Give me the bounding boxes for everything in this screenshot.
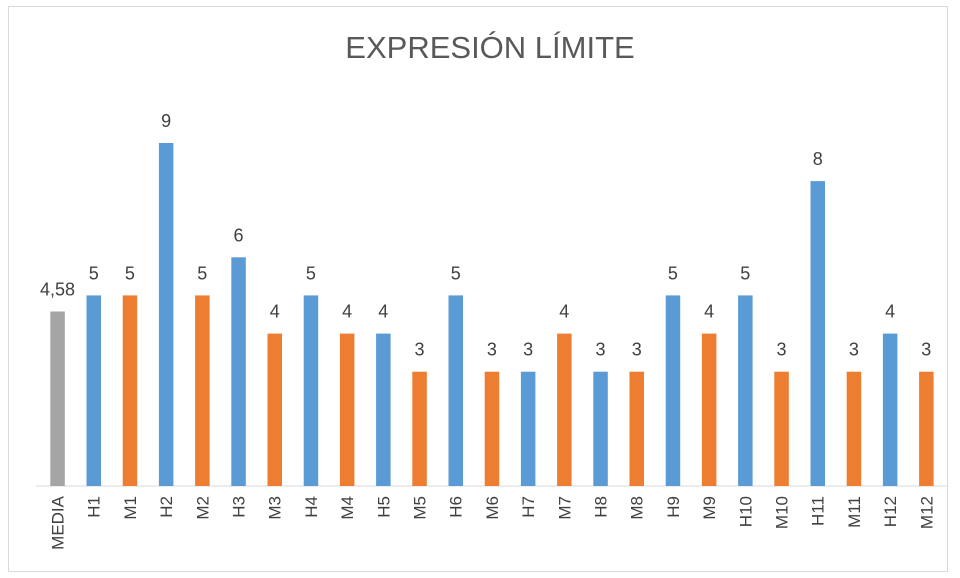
x-tick-label-m11: M11 <box>845 496 864 528</box>
data-label-h7: 3 <box>523 340 533 360</box>
bar-h9 <box>665 295 681 486</box>
bar-h2 <box>158 143 174 486</box>
x-tick-label-m4: M4 <box>338 496 357 520</box>
x-tick-label-m6: M6 <box>483 496 502 520</box>
data-label-m12: 3 <box>921 340 931 360</box>
bar-h5 <box>376 333 391 486</box>
bar-m9 <box>701 333 717 486</box>
x-tick-label-m7: M7 <box>555 496 574 520</box>
bar-m1 <box>122 295 138 486</box>
data-label-h6: 5 <box>451 263 461 283</box>
x-tick-label-m8: M8 <box>628 496 647 520</box>
data-label-h8: 3 <box>595 340 605 360</box>
x-tick-label-h8: H8 <box>592 496 611 518</box>
x-tick-label-m9: M9 <box>700 496 719 520</box>
data-label-m6: 3 <box>487 340 497 360</box>
data-label-h11: 8 <box>813 149 823 169</box>
data-label-m4: 4 <box>342 302 352 322</box>
bar-h12 <box>882 333 898 486</box>
x-tick-label-m2: M2 <box>193 496 212 520</box>
x-tick-label-h12: H12 <box>881 496 900 527</box>
data-label-media: 4,58 <box>40 280 75 300</box>
x-tick-label-h9: H9 <box>664 496 683 518</box>
x-tick-label-media: MEDIA <box>49 495 68 550</box>
data-label-m3: 4 <box>270 302 280 322</box>
x-tick-label-m1: M1 <box>121 496 140 520</box>
data-label-m8: 3 <box>632 340 642 360</box>
bars-group <box>50 143 934 486</box>
data-label-h3: 6 <box>233 225 243 245</box>
data-label-m1: 5 <box>125 263 135 283</box>
bar-m6 <box>484 371 500 486</box>
x-tick-label-m3: M3 <box>266 496 285 520</box>
chart-title: EXPRESIÓN LÍMITE <box>345 30 635 65</box>
bar-m5 <box>412 371 427 486</box>
x-tick-label-h1: H1 <box>85 496 104 518</box>
data-label-h5: 4 <box>378 302 388 322</box>
x-tick-label-m5: M5 <box>411 496 430 520</box>
bar-m8 <box>629 371 644 486</box>
x-tick-label-h10: H10 <box>736 496 755 527</box>
bar-h6 <box>448 295 463 486</box>
x-tick-label-m10: M10 <box>773 496 792 529</box>
bar-h10 <box>738 295 753 486</box>
bar-h1 <box>86 295 101 486</box>
data-label-m2: 5 <box>197 263 207 283</box>
data-label-m11: 3 <box>849 340 859 360</box>
x-tick-label-m12: M12 <box>917 496 936 529</box>
bar-m3 <box>267 333 282 486</box>
bar-h3 <box>231 257 246 486</box>
x-tick-label-h7: H7 <box>519 496 538 518</box>
x-tick-label-h3: H3 <box>230 496 249 518</box>
data-label-h9: 5 <box>668 263 678 283</box>
bar-h4 <box>303 295 319 486</box>
data-label-h1: 5 <box>89 263 99 283</box>
data-label-m10: 3 <box>776 340 786 360</box>
data-label-m9: 4 <box>704 302 714 322</box>
bar-m4 <box>339 333 355 486</box>
data-label-h10: 5 <box>740 263 750 283</box>
data-labels-group: 4,58 5 5 9 5 6 4 5 4 4 3 5 3 3 4 3 3 5 4 5 3 8 3 4 3 <box>40 111 931 360</box>
data-label-m5: 3 <box>414 340 424 360</box>
data-label-h4: 5 <box>306 263 316 283</box>
bar-media <box>50 311 65 486</box>
data-label-h2: 9 <box>161 111 171 131</box>
bar-m7 <box>557 333 572 486</box>
x-tick-label-h2: H2 <box>157 496 176 518</box>
x-tick-label-h4: H4 <box>302 496 321 518</box>
bar-h11 <box>810 181 825 486</box>
bar-m10 <box>774 371 789 486</box>
x-tick-labels-group: MEDIA H1 M1 H2 M2 H3 M3 H4 M4 H5 M5 H6 M6 H7 M7 H8 M8 H9 M… <box>49 495 937 550</box>
data-label-h12: 4 <box>885 302 895 322</box>
x-tick-label-h5: H5 <box>374 496 393 518</box>
data-label-m7: 4 <box>559 302 569 322</box>
bar-h7 <box>520 371 536 486</box>
bar-h8 <box>593 371 608 486</box>
bar-m12 <box>919 371 934 486</box>
x-tick-label-h6: H6 <box>447 496 466 518</box>
bar-m11 <box>846 371 862 486</box>
bar-m2 <box>195 295 210 486</box>
x-tick-label-h11: H11 <box>809 496 828 526</box>
